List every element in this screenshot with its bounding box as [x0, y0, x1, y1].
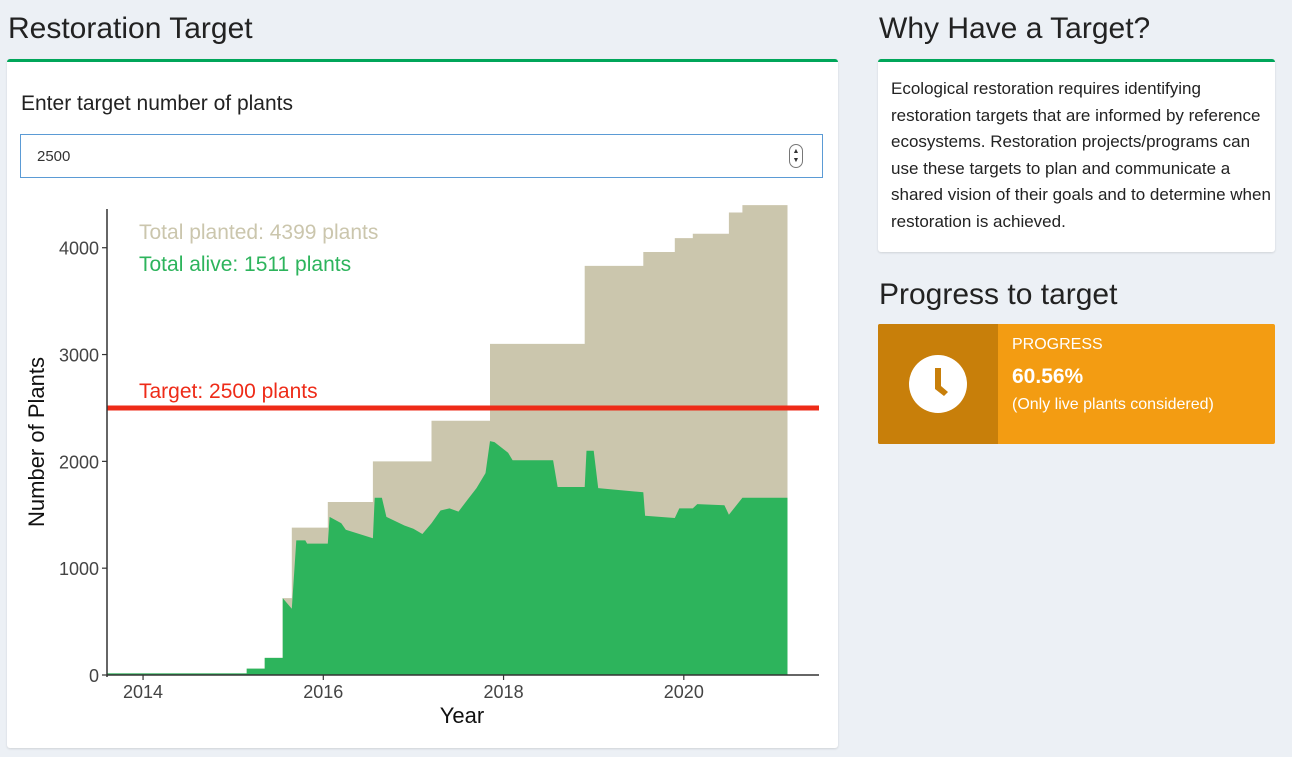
total-alive-annotation: Total alive: 1511 plants — [139, 253, 351, 276]
y-tick-label: 4000 — [59, 239, 99, 259]
progress-label: PROGRESS — [1012, 336, 1103, 353]
y-tick-label: 3000 — [59, 346, 99, 366]
progress-title: Progress to target — [879, 278, 1118, 311]
axes — [106, 209, 819, 677]
plot-areas — [107, 205, 788, 675]
why-target-title: Why Have a Target? — [879, 12, 1151, 45]
target-input-label: Enter target number of plants — [21, 92, 293, 115]
target-number-input[interactable] — [20, 134, 823, 178]
progress-infobox: PROGRESS 60.56% (Only live plants consid… — [878, 324, 1275, 444]
why-target-box: Ecological restoration requires identify… — [878, 59, 1275, 252]
x-axis-title: Year — [440, 703, 484, 728]
restoration-target-box: Enter target number of plants ▲ ▼ 0 1000 2… — [7, 59, 838, 748]
alive-area — [107, 441, 788, 675]
y-axis-title: Number of Plants — [24, 357, 49, 527]
spinner-up-icon[interactable]: ▲ — [792, 148, 800, 155]
progress-note: (Only live plants considered) — [1012, 396, 1214, 413]
why-target-text: Ecological restoration requires identify… — [891, 79, 1271, 231]
y-tick-label: 2000 — [59, 452, 99, 472]
x-tick-label: 2016 — [303, 682, 343, 702]
x-tick-label: 2020 — [664, 682, 704, 702]
progress-icon-area — [878, 324, 998, 444]
spinner-down-icon[interactable]: ▼ — [792, 157, 800, 164]
y-tick-label: 0 — [89, 666, 99, 686]
restoration-target-title: Restoration Target — [8, 12, 253, 45]
clock-icon — [909, 355, 967, 413]
progress-value: 60.56% — [1012, 365, 1084, 388]
x-tick-label: 2018 — [484, 682, 524, 702]
target-annotation: Target: 2500 plants — [139, 380, 318, 403]
ticks: 0 1000 2000 3000 4000 2014 2016 2018 2020 — [59, 239, 704, 702]
total-planted-annotation: Total planted: 4399 plants — [139, 221, 378, 244]
plants-chart: 0 1000 2000 3000 4000 2014 2016 2018 2020 Total … — [24, 205, 819, 728]
x-tick-label: 2014 — [123, 682, 163, 702]
y-tick-label: 1000 — [59, 559, 99, 579]
number-spinner[interactable]: ▲ ▼ — [789, 144, 803, 168]
